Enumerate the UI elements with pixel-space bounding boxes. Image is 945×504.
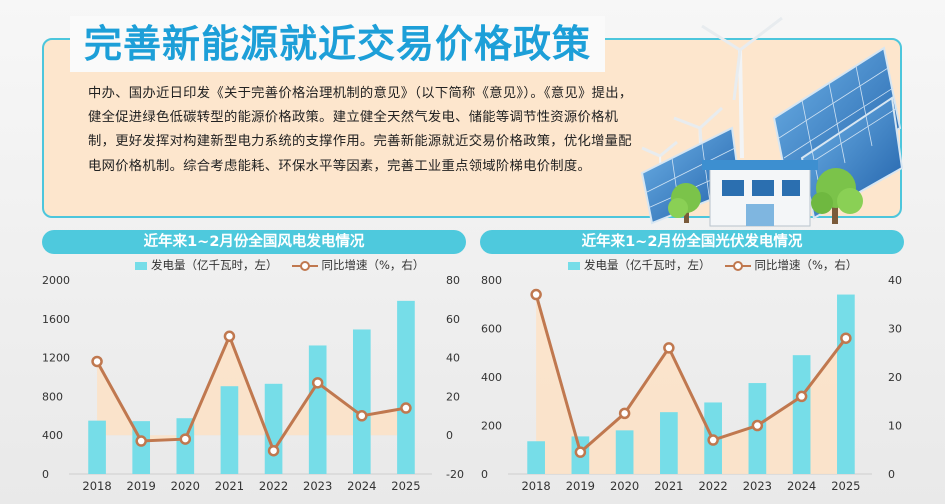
y-right-tick-label: 40	[888, 274, 902, 287]
x-tick-label: 2025	[831, 479, 860, 493]
bar-2025	[397, 300, 415, 474]
x-tick-label: 2021	[215, 479, 244, 493]
legend-bar-swatch	[135, 261, 147, 270]
bar-2024	[352, 329, 371, 474]
y-left-tick-label: 0	[481, 468, 488, 481]
legend-label-bar: 发电量（亿千瓦时，左）	[151, 258, 278, 272]
bar-2021	[660, 412, 678, 474]
bar-2023	[308, 345, 327, 474]
growth-point-2019	[574, 446, 587, 458]
x-tick-label: 2020	[171, 479, 200, 493]
wind-solar-illustration	[640, 16, 904, 227]
growth-point-2019	[135, 435, 147, 447]
y-right-tick-label: 0	[446, 429, 453, 442]
growth-point-2018	[530, 288, 542, 301]
legend-label-bar: 发电量（亿千瓦时，左）	[584, 258, 711, 272]
y-left-tick-label: 400	[481, 371, 502, 384]
bar-2022	[264, 383, 283, 474]
y-right-tick-label: 10	[888, 420, 902, 433]
legend-label-line: 同比增速（%，右）	[754, 258, 858, 272]
y-left-tick-label: 400	[42, 429, 63, 442]
y-right-tick-label: 40	[446, 352, 460, 365]
wind-chart-title: 近年来1~2月份全国风电发电情况	[42, 230, 466, 254]
growth-point-2021	[223, 330, 236, 343]
bar-2020	[615, 430, 634, 474]
bar-2018	[88, 420, 106, 474]
x-tick-label: 2022	[698, 479, 727, 493]
growth-point-2021	[663, 342, 675, 354]
y-right-tick-label: 20	[446, 390, 460, 403]
bar-2021	[220, 386, 239, 474]
bar-2025	[837, 294, 855, 474]
y-right-tick-label: 0	[888, 468, 895, 481]
intro-text: 中办、国办近日印发《关于完善价格治理机制的意见》（以下简称《意见》）。《意见》提…	[88, 86, 633, 174]
y-left-tick-label: 2000	[42, 274, 70, 287]
y-left-tick-label: 600	[481, 323, 502, 336]
legend-line-swatch	[291, 260, 318, 271]
y-left-tick-label: 1200	[42, 352, 70, 365]
building-icon	[702, 160, 818, 227]
x-tick-label: 2020	[610, 479, 639, 493]
x-tick-label: 2018	[82, 479, 111, 493]
x-tick-label: 2023	[303, 479, 332, 493]
growth-point-2022	[707, 434, 719, 446]
y-right-tick-label: 20	[888, 371, 902, 384]
legend-line-swatch	[724, 260, 751, 271]
growth-point-2018	[91, 355, 103, 368]
x-tick-label: 2018	[521, 479, 550, 493]
x-tick-label: 2025	[391, 479, 420, 493]
y-right-tick-label: -20	[446, 468, 464, 481]
x-tick-label: 2019	[566, 479, 595, 493]
legend-bar-swatch	[568, 261, 580, 270]
growth-point-2022	[267, 444, 280, 457]
growth-area	[536, 294, 846, 474]
x-tick-label: 2022	[259, 479, 288, 493]
y-left-tick-label: 1600	[42, 313, 70, 326]
y-right-tick-label: 80	[446, 274, 460, 287]
solar-chart-legend: 发电量（亿千瓦时，左） 同比增速（%，右）	[568, 256, 857, 274]
wind-chart-legend: 发电量（亿千瓦时，左） 同比增速（%，右）	[135, 256, 424, 274]
y-left-tick-label: 800	[481, 274, 502, 287]
growth-point-2024	[356, 410, 368, 422]
growth-point-2020	[179, 433, 192, 445]
x-tick-label: 2023	[743, 479, 772, 493]
growth-line	[95, 332, 407, 455]
tree-icon	[668, 168, 863, 224]
y-right-tick-label: 30	[888, 323, 902, 336]
x-tick-label: 2024	[787, 479, 816, 493]
growth-point-2023	[311, 377, 324, 389]
y-left-tick-label: 800	[42, 390, 63, 403]
growth-point-2024	[795, 390, 808, 403]
y-right-tick-label: 60	[446, 313, 460, 326]
y-left-tick-label: 200	[481, 420, 502, 433]
solar-chart: 0 200 400 600 800 0 10 20 30 40 2018 2019 2020 2021 20…	[481, 274, 902, 493]
x-tick-label: 2024	[347, 479, 376, 493]
solar-chart-title: 近年来1~2月份全国光伏发电情况	[480, 230, 904, 254]
bar-2024	[792, 355, 811, 474]
y-left-tick-label: 0	[42, 468, 49, 481]
x-tick-label: 2021	[654, 479, 683, 493]
growth-point-2023	[751, 419, 764, 432]
growth-line	[534, 294, 848, 455]
growth-point-2020	[618, 407, 631, 420]
legend-label-line: 同比增速（%，右）	[321, 258, 425, 272]
growth-point-2025	[400, 402, 412, 414]
x-tick-label: 2019	[127, 479, 156, 493]
growth-point-2025	[840, 332, 852, 344]
wind-chart: 0 400 800 1200 1600 2000 -20 0 20 40 60 80 2018 2019 2…	[42, 274, 464, 493]
page-title: 完善新能源就近交易价格政策	[70, 16, 606, 72]
bar-2018	[527, 441, 545, 474]
